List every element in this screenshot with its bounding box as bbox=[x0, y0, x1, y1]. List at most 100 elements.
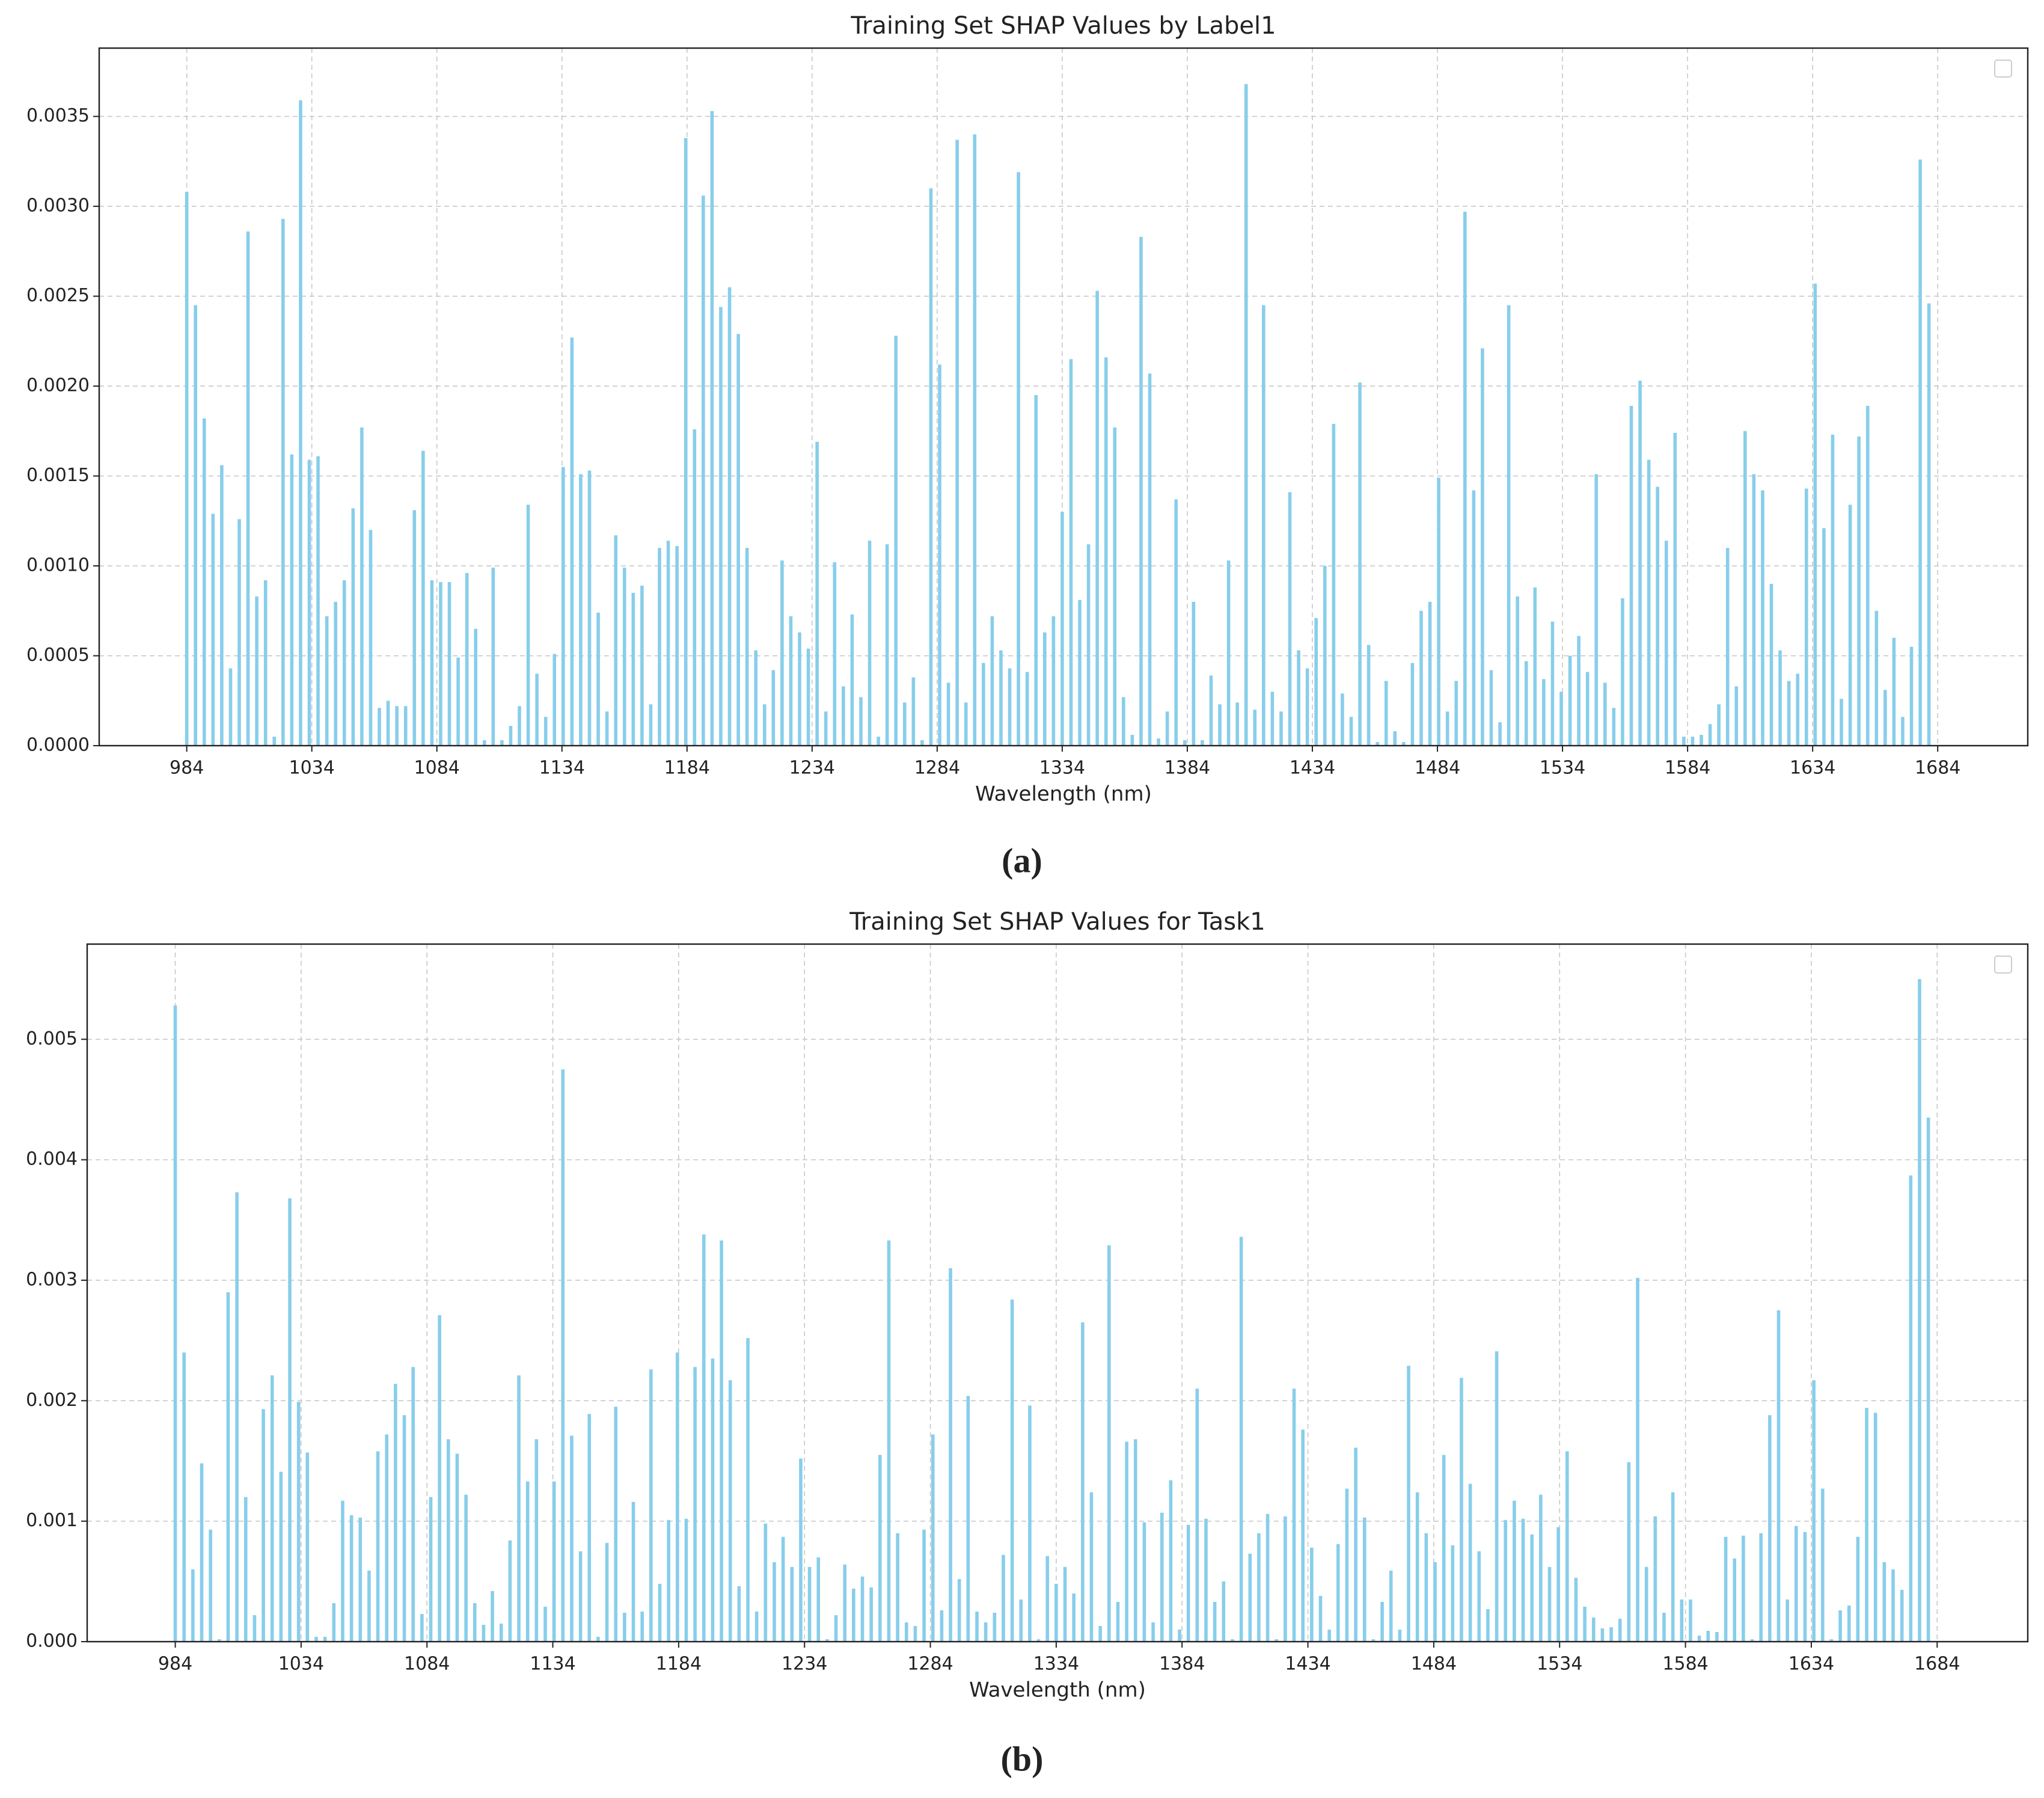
bar bbox=[877, 737, 880, 746]
bar bbox=[1568, 655, 1572, 746]
bar bbox=[323, 1636, 327, 1642]
bar bbox=[631, 592, 635, 746]
bar bbox=[1178, 1629, 1181, 1642]
bar bbox=[307, 459, 311, 746]
bar bbox=[1253, 710, 1257, 746]
bar bbox=[1909, 646, 1914, 746]
bar bbox=[1883, 690, 1887, 746]
bar bbox=[332, 1603, 336, 1642]
x-tick-label: 1384 bbox=[1159, 1654, 1205, 1675]
bar bbox=[1926, 1117, 1930, 1642]
bar bbox=[561, 1069, 565, 1642]
bar bbox=[1838, 1610, 1842, 1642]
bar bbox=[1752, 474, 1756, 746]
bar bbox=[1332, 423, 1336, 746]
bar bbox=[534, 1439, 539, 1642]
caption: (a) bbox=[1002, 841, 1042, 880]
bar bbox=[543, 1606, 547, 1642]
x-tick-label: 1634 bbox=[1790, 758, 1835, 779]
bar bbox=[1235, 702, 1239, 746]
bar bbox=[1186, 1524, 1190, 1642]
bar bbox=[1407, 1366, 1410, 1642]
bar bbox=[649, 704, 653, 746]
bar bbox=[1530, 1534, 1534, 1642]
bar bbox=[702, 195, 705, 746]
bar bbox=[173, 1005, 177, 1642]
bar bbox=[1734, 686, 1739, 746]
bar bbox=[1542, 679, 1546, 746]
bar bbox=[1901, 717, 1905, 746]
bar bbox=[1822, 528, 1826, 746]
bar bbox=[842, 686, 845, 746]
bar bbox=[1274, 1639, 1279, 1642]
bar bbox=[1358, 382, 1362, 746]
bar bbox=[1160, 1512, 1164, 1642]
bar bbox=[1151, 1622, 1155, 1642]
bar bbox=[456, 657, 460, 746]
bar bbox=[465, 572, 469, 746]
bar bbox=[1682, 737, 1686, 746]
bar bbox=[1288, 492, 1292, 746]
bar bbox=[666, 541, 670, 746]
bar bbox=[1025, 672, 1029, 746]
bar bbox=[640, 585, 644, 746]
bar bbox=[1533, 587, 1537, 746]
bar bbox=[325, 616, 329, 746]
bar bbox=[1812, 1380, 1816, 1642]
bar bbox=[824, 711, 828, 746]
bar bbox=[807, 1566, 812, 1642]
bar bbox=[500, 740, 504, 746]
bar bbox=[649, 1369, 653, 1642]
x-tick-label: 1434 bbox=[1290, 758, 1335, 779]
bar bbox=[491, 1591, 494, 1642]
bar bbox=[1270, 692, 1274, 746]
bar bbox=[1248, 1553, 1252, 1642]
bar bbox=[243, 1497, 248, 1642]
bar bbox=[1002, 1554, 1005, 1642]
bar bbox=[1072, 1593, 1076, 1642]
bar bbox=[1148, 373, 1152, 746]
bar bbox=[798, 632, 801, 746]
bar bbox=[719, 307, 723, 746]
bar bbox=[1656, 486, 1659, 746]
bar bbox=[1513, 1500, 1516, 1642]
bar bbox=[1680, 1599, 1684, 1642]
bar bbox=[1769, 583, 1773, 746]
bar bbox=[684, 1518, 688, 1642]
bar bbox=[1495, 1351, 1499, 1642]
bar bbox=[834, 1615, 838, 1642]
bar bbox=[896, 1533, 899, 1642]
bar bbox=[220, 465, 224, 746]
plot-frame bbox=[86, 943, 2029, 1643]
y-tick-label: 0.001 bbox=[26, 1510, 78, 1531]
bar bbox=[1900, 1589, 1904, 1642]
bar bbox=[1424, 1533, 1428, 1642]
bar bbox=[570, 1435, 574, 1642]
bar bbox=[1116, 1601, 1120, 1642]
bar bbox=[1257, 1533, 1261, 1642]
bar bbox=[1725, 548, 1730, 746]
bar bbox=[1314, 618, 1318, 746]
bar bbox=[262, 1409, 265, 1642]
bar bbox=[1231, 1639, 1234, 1642]
bar bbox=[693, 429, 697, 746]
bar bbox=[1865, 1408, 1868, 1642]
x-axis-label: Wavelength (nm) bbox=[975, 782, 1152, 806]
bar bbox=[1133, 1439, 1137, 1642]
bar bbox=[867, 541, 872, 746]
bar bbox=[920, 740, 924, 746]
bar bbox=[1691, 737, 1695, 746]
bar bbox=[1183, 740, 1187, 746]
bar bbox=[246, 231, 250, 746]
bar bbox=[596, 612, 600, 746]
bar bbox=[885, 544, 889, 746]
bar bbox=[1098, 1625, 1102, 1642]
bar bbox=[191, 1569, 195, 1642]
bar bbox=[1591, 1617, 1596, 1642]
bar bbox=[1045, 1556, 1050, 1642]
bar bbox=[1078, 600, 1082, 746]
bar bbox=[1759, 1533, 1763, 1642]
bar bbox=[850, 614, 854, 746]
bar bbox=[1437, 477, 1440, 746]
